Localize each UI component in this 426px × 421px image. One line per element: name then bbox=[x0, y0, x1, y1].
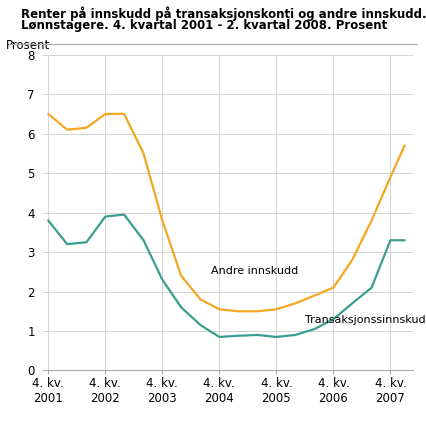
Text: Prosent: Prosent bbox=[6, 39, 50, 51]
Text: Andre innskudd: Andre innskudd bbox=[211, 266, 298, 276]
Text: Lønnstagere. 4. kvartal 2001 - 2. kvartal 2008. Prosent: Lønnstagere. 4. kvartal 2001 - 2. kvarta… bbox=[21, 19, 388, 32]
Text: Transaksjonssinnskudd: Transaksjonssinnskudd bbox=[305, 315, 426, 325]
Text: Renter på innskudd på transaksjonskonti og andre innskudd.: Renter på innskudd på transaksjonskonti … bbox=[21, 6, 426, 21]
